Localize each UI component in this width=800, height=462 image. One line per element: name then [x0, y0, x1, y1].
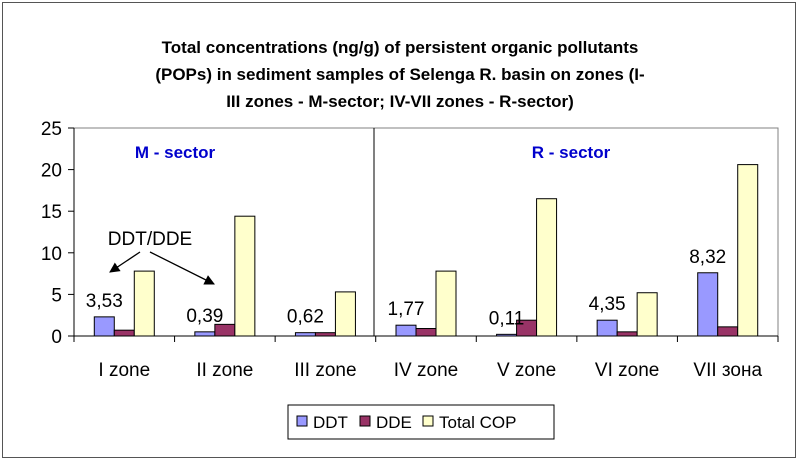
legend-label-ddt: DDT — [313, 413, 348, 432]
chart-title-line-3: III zones - M-sector; IV-VII zones - R-s… — [226, 92, 574, 111]
legend-box — [287, 404, 555, 440]
bar-data-label: 3,53 — [86, 291, 123, 312]
bar-total-cop — [536, 198, 558, 337]
x-tick-label: V zone — [497, 360, 556, 381]
y-tick-label: 25 — [41, 119, 62, 140]
chart-title-line-1: Total concentrations (ng/g) of persisten… — [161, 38, 639, 57]
bar-data-label: 4,35 — [589, 294, 626, 315]
x-tick-label: IV zone — [394, 360, 458, 381]
legend-swatch-dde — [359, 415, 371, 427]
bar-total-cop — [435, 270, 457, 337]
annotation-arrow-left — [109, 251, 141, 273]
sector-label-r: R - sector — [532, 143, 611, 162]
bar-data-label: 1,77 — [388, 299, 425, 320]
bar-total-cop — [737, 164, 759, 337]
bar-dde — [314, 332, 336, 337]
x-tick-label: VI zone — [595, 360, 659, 381]
bar-dde — [415, 328, 437, 337]
chart-title: Total concentrations (ng/g) of persisten… — [0, 34, 800, 115]
x-tick-label: I zone — [98, 360, 150, 381]
bar-ddt — [596, 319, 618, 337]
chart-title-line-2: (POPs) in sediment samples of Selenga R.… — [155, 65, 645, 84]
legend-swatch-ddt — [296, 415, 308, 427]
bar-data-label: 0,39 — [186, 306, 223, 327]
bar-data-label: 0,62 — [287, 307, 324, 328]
x-tick-label: VII зона — [693, 360, 762, 381]
legend: DDT DDE Total COP — [287, 404, 555, 440]
bar-dde — [717, 326, 739, 337]
y-tick-label: 0 — [51, 327, 62, 348]
bar-total-cop — [234, 215, 256, 337]
bar-ddt — [395, 324, 417, 337]
bar-total-cop — [334, 291, 356, 337]
legend-swatch-total-cop — [422, 415, 434, 427]
bar-dde — [113, 329, 135, 337]
y-tick-label: 5 — [51, 285, 62, 306]
x-tick-label: III zone — [294, 360, 356, 381]
y-tick-label: 20 — [41, 161, 62, 182]
bar-data-label: 0,11 — [489, 308, 525, 329]
annotation-arrow-right — [149, 251, 215, 285]
bar-data-label: 8,32 — [689, 247, 726, 268]
legend-label-total-cop: Total COP — [439, 413, 516, 432]
y-tick-label: 15 — [41, 202, 62, 223]
bar-ddt — [697, 272, 719, 337]
sector-label-m: M - sector — [135, 143, 216, 162]
legend-label-dde: DDE — [376, 413, 412, 432]
bar-ddt — [194, 331, 216, 337]
bar-total-cop — [133, 270, 155, 337]
x-tick-label: II zone — [196, 360, 253, 381]
bar-total-cop — [636, 292, 658, 337]
annotation-ddt-dde: DDT/DDE — [108, 229, 192, 250]
bar-ddt — [496, 333, 518, 337]
bar-ddt — [294, 332, 316, 337]
bar-ddt — [93, 316, 115, 337]
bar-dde — [616, 331, 638, 337]
y-tick-label: 10 — [41, 244, 62, 265]
